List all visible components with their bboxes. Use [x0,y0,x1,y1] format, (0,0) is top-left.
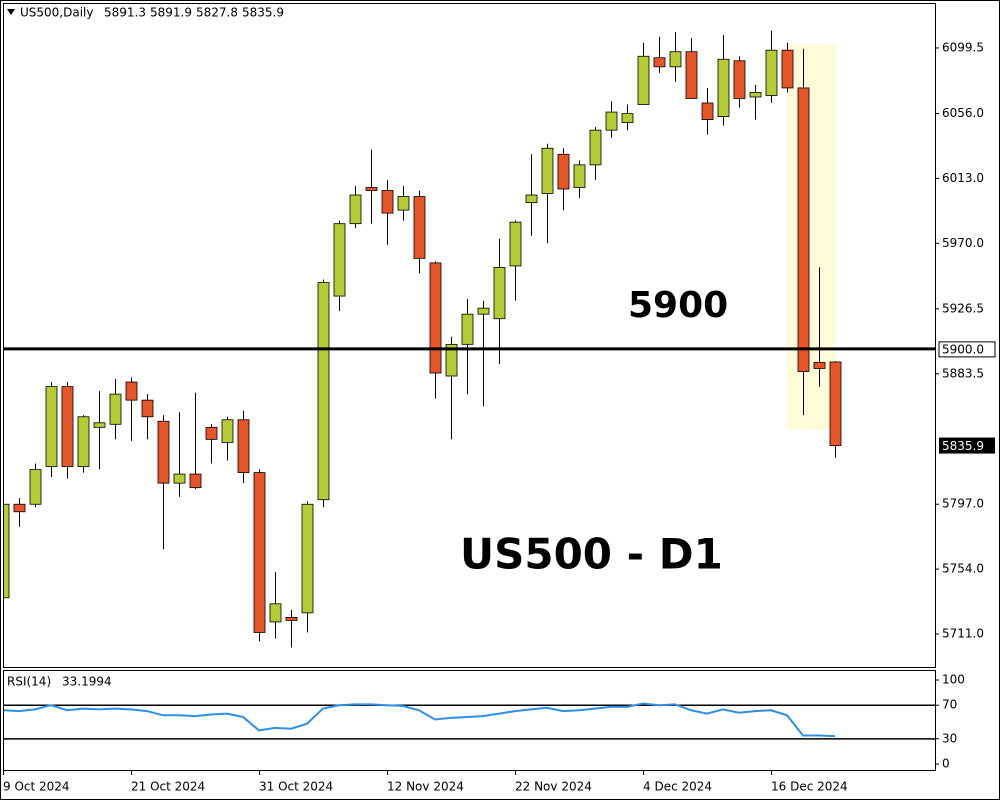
rsi-value: 33.1994 [62,675,112,689]
highlight [787,44,835,430]
candle-body [749,92,762,98]
level-label-box [938,341,996,358]
ohlc-close: 5835.9 [242,6,284,20]
candle-body [77,416,90,467]
candle-body [781,49,794,89]
candle-body [461,313,474,345]
y-tick-label: 5883.5 [942,366,984,380]
price-tag-box [939,437,995,454]
candle-body [669,51,682,68]
candle-body [765,49,778,96]
y-tick-label: 70 [942,698,957,712]
y-tick-label: 30 [942,731,957,745]
rsi-title: RSI(14) [7,675,51,689]
annotation: US500 - D1 [460,530,723,579]
y-tick-label: 100 [942,673,965,687]
y-tick-label: 5754.0 [942,562,984,576]
candle-body [653,57,666,68]
candle-body [413,196,426,259]
main-plot [4,30,842,648]
price-tag: 5835.9 [942,439,984,453]
ohlc-high: 5891.9 [150,6,192,20]
candle-body [733,60,746,99]
candle-body [429,262,442,374]
candle-body [349,194,362,225]
candle-body [557,153,570,190]
candle-body [93,422,106,428]
candle-body [381,190,394,214]
candle-body [157,420,170,484]
candle-body [397,196,410,211]
candle-body [493,267,506,320]
x-tick-label: 22 Nov 2024 [515,780,592,794]
symbol: US500,Daily [20,6,93,20]
candle-body [701,102,714,120]
candle-body [221,419,234,443]
candle-body [509,221,522,267]
x-tick-label: 9 Oct 2024 [3,780,70,794]
candle-body [317,282,330,501]
candle-body [189,473,202,489]
candle-body [621,113,634,124]
ohlc-open: 5891.3 [104,6,146,20]
candle-body [29,469,42,505]
level-label: 5900.0 [942,342,984,356]
candle-body [45,386,58,467]
candle-body [61,386,74,467]
ohlc-low: 5827.8 [196,6,238,20]
y-tick-label: 0 [942,757,950,771]
candle-body [109,393,122,425]
candle-body [541,147,554,194]
candle-body [717,58,730,117]
annotation: 5900 [628,285,728,326]
candle-body [269,603,282,623]
candle-body [365,187,378,191]
rsi-line [4,702,836,738]
x-tick-label: 16 Dec 2024 [771,780,848,794]
y-tick-label: 5970.0 [942,236,984,250]
candle-body [125,381,138,401]
candle-body [605,111,618,131]
candle-body [141,399,154,418]
y-tick-label: 6013.0 [942,171,984,185]
candle-body [813,362,826,369]
x-tick-label: 12 Nov 2024 [387,780,464,794]
candle-body [525,194,538,203]
candle-body [445,343,458,377]
candle-body [13,503,26,513]
main-pane [3,3,936,668]
candle-body [589,129,602,166]
y-tick-label: 5797.0 [942,497,984,511]
candle-body [829,361,842,446]
y-tick-label: 5926.5 [942,301,984,315]
x-tick-label: 31 Oct 2024 [259,780,333,794]
candle-body [285,616,298,621]
y-tick-label: 6099.5 [942,40,984,54]
candle-body [253,472,266,633]
candle-body [4,503,10,599]
rsi-pane [3,670,936,771]
candle-body [637,55,650,105]
candle-body [205,426,218,440]
x-tick-label: 21 Oct 2024 [131,780,205,794]
candle-body [477,307,490,315]
candle-body [333,223,346,297]
candle-body [173,473,186,484]
candle-body [237,419,250,473]
y-tick-label: 5711.0 [942,626,984,640]
candle-body [301,503,314,614]
candle-body [685,51,698,99]
x-tick-label: 4 Dec 2024 [643,780,712,794]
menu-arrow [7,9,15,15]
y-tick-label: 6056.0 [942,106,984,120]
candle-body [573,164,586,188]
candle-body [797,87,810,372]
